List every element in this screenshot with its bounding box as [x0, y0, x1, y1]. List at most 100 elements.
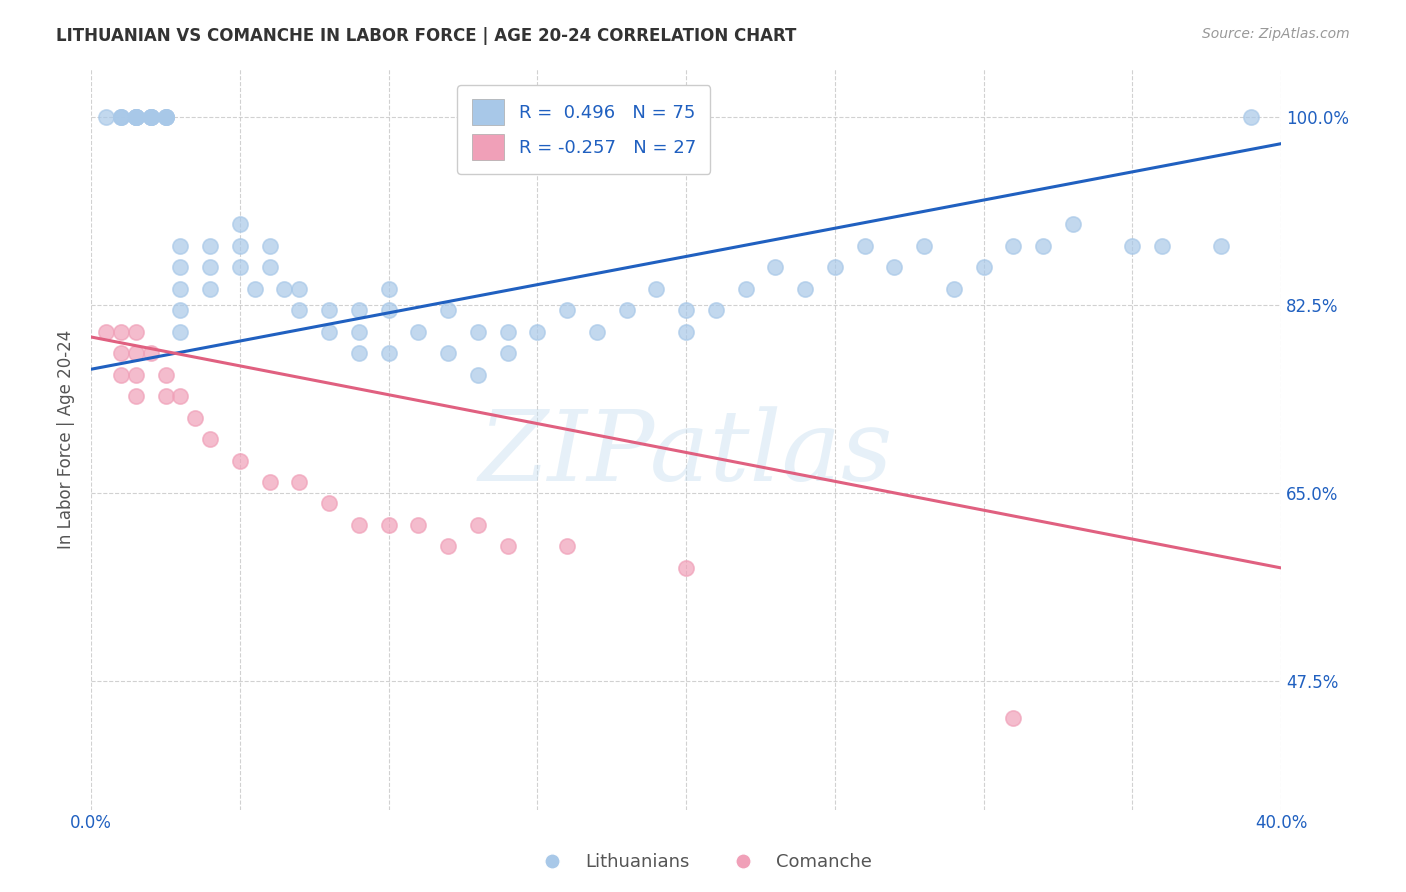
Point [110, 368, 132, 382]
Point [125, 368, 148, 382]
Point [973, 260, 995, 275]
Point [169, 238, 191, 252]
Point [169, 303, 191, 318]
Point [94, 110, 117, 124]
Point [942, 282, 965, 296]
Point [496, 325, 519, 339]
Point [229, 453, 252, 467]
Point [377, 282, 399, 296]
Point [1211, 238, 1233, 252]
Point [125, 110, 148, 124]
Point [198, 432, 221, 446]
Point [794, 282, 817, 296]
Point [318, 325, 340, 339]
Point [616, 303, 638, 318]
Point [229, 260, 252, 275]
Point [347, 518, 370, 533]
Point [467, 368, 489, 382]
Point [585, 325, 607, 339]
Point [169, 260, 191, 275]
Point [1062, 217, 1084, 231]
Point [318, 303, 340, 318]
Point [259, 260, 281, 275]
Point [259, 475, 281, 489]
Point [110, 110, 132, 124]
Point [704, 303, 727, 318]
Point [155, 110, 177, 124]
Text: ZIPatlas: ZIPatlas [479, 406, 893, 501]
Point [1032, 238, 1054, 252]
Point [437, 346, 460, 360]
Point [1240, 110, 1263, 124]
Legend: Lithuanians, Comanche: Lithuanians, Comanche [527, 847, 879, 879]
Point [675, 303, 697, 318]
Point [1121, 238, 1143, 252]
Point [229, 238, 252, 252]
Point [273, 282, 295, 296]
Point [288, 475, 311, 489]
Point [1002, 711, 1025, 725]
Point [139, 110, 162, 124]
Point [110, 325, 132, 339]
Point [408, 518, 430, 533]
Point [883, 260, 905, 275]
Point [347, 303, 370, 318]
Point [139, 110, 162, 124]
Point [155, 110, 177, 124]
Point [1150, 238, 1173, 252]
Point [259, 238, 281, 252]
Point [437, 303, 460, 318]
Point [94, 325, 117, 339]
Point [288, 303, 311, 318]
Point [675, 325, 697, 339]
Point [467, 325, 489, 339]
Point [169, 325, 191, 339]
Point [555, 303, 578, 318]
Point [155, 368, 177, 382]
Point [526, 325, 548, 339]
Point [198, 238, 221, 252]
Point [763, 260, 786, 275]
Point [155, 110, 177, 124]
Point [125, 325, 148, 339]
Point [229, 217, 252, 231]
Point [408, 325, 430, 339]
Point [169, 389, 191, 403]
Point [198, 282, 221, 296]
Point [555, 540, 578, 554]
Point [853, 238, 876, 252]
Point [243, 282, 266, 296]
Point [125, 346, 148, 360]
Point [675, 561, 697, 575]
Point [125, 110, 148, 124]
Point [467, 518, 489, 533]
Point [125, 110, 148, 124]
Point [437, 540, 460, 554]
Point [184, 410, 207, 425]
Point [824, 260, 846, 275]
Point [125, 389, 148, 403]
Text: LITHUANIAN VS COMANCHE IN LABOR FORCE | AGE 20-24 CORRELATION CHART: LITHUANIAN VS COMANCHE IN LABOR FORCE | … [56, 27, 797, 45]
Point [139, 110, 162, 124]
Point [347, 346, 370, 360]
Point [377, 303, 399, 318]
Point [169, 282, 191, 296]
Point [1002, 238, 1025, 252]
Point [377, 518, 399, 533]
Point [139, 110, 162, 124]
Point [139, 346, 162, 360]
Point [110, 346, 132, 360]
Point [110, 110, 132, 124]
Point [155, 110, 177, 124]
Point [645, 282, 668, 296]
Point [347, 325, 370, 339]
Text: Source: ZipAtlas.com: Source: ZipAtlas.com [1202, 27, 1350, 41]
Point [912, 238, 935, 252]
Point [318, 496, 340, 510]
Point [125, 110, 148, 124]
Point [155, 389, 177, 403]
Y-axis label: In Labor Force | Age 20-24: In Labor Force | Age 20-24 [58, 329, 75, 549]
Point [734, 282, 756, 296]
Point [110, 110, 132, 124]
Point [125, 110, 148, 124]
